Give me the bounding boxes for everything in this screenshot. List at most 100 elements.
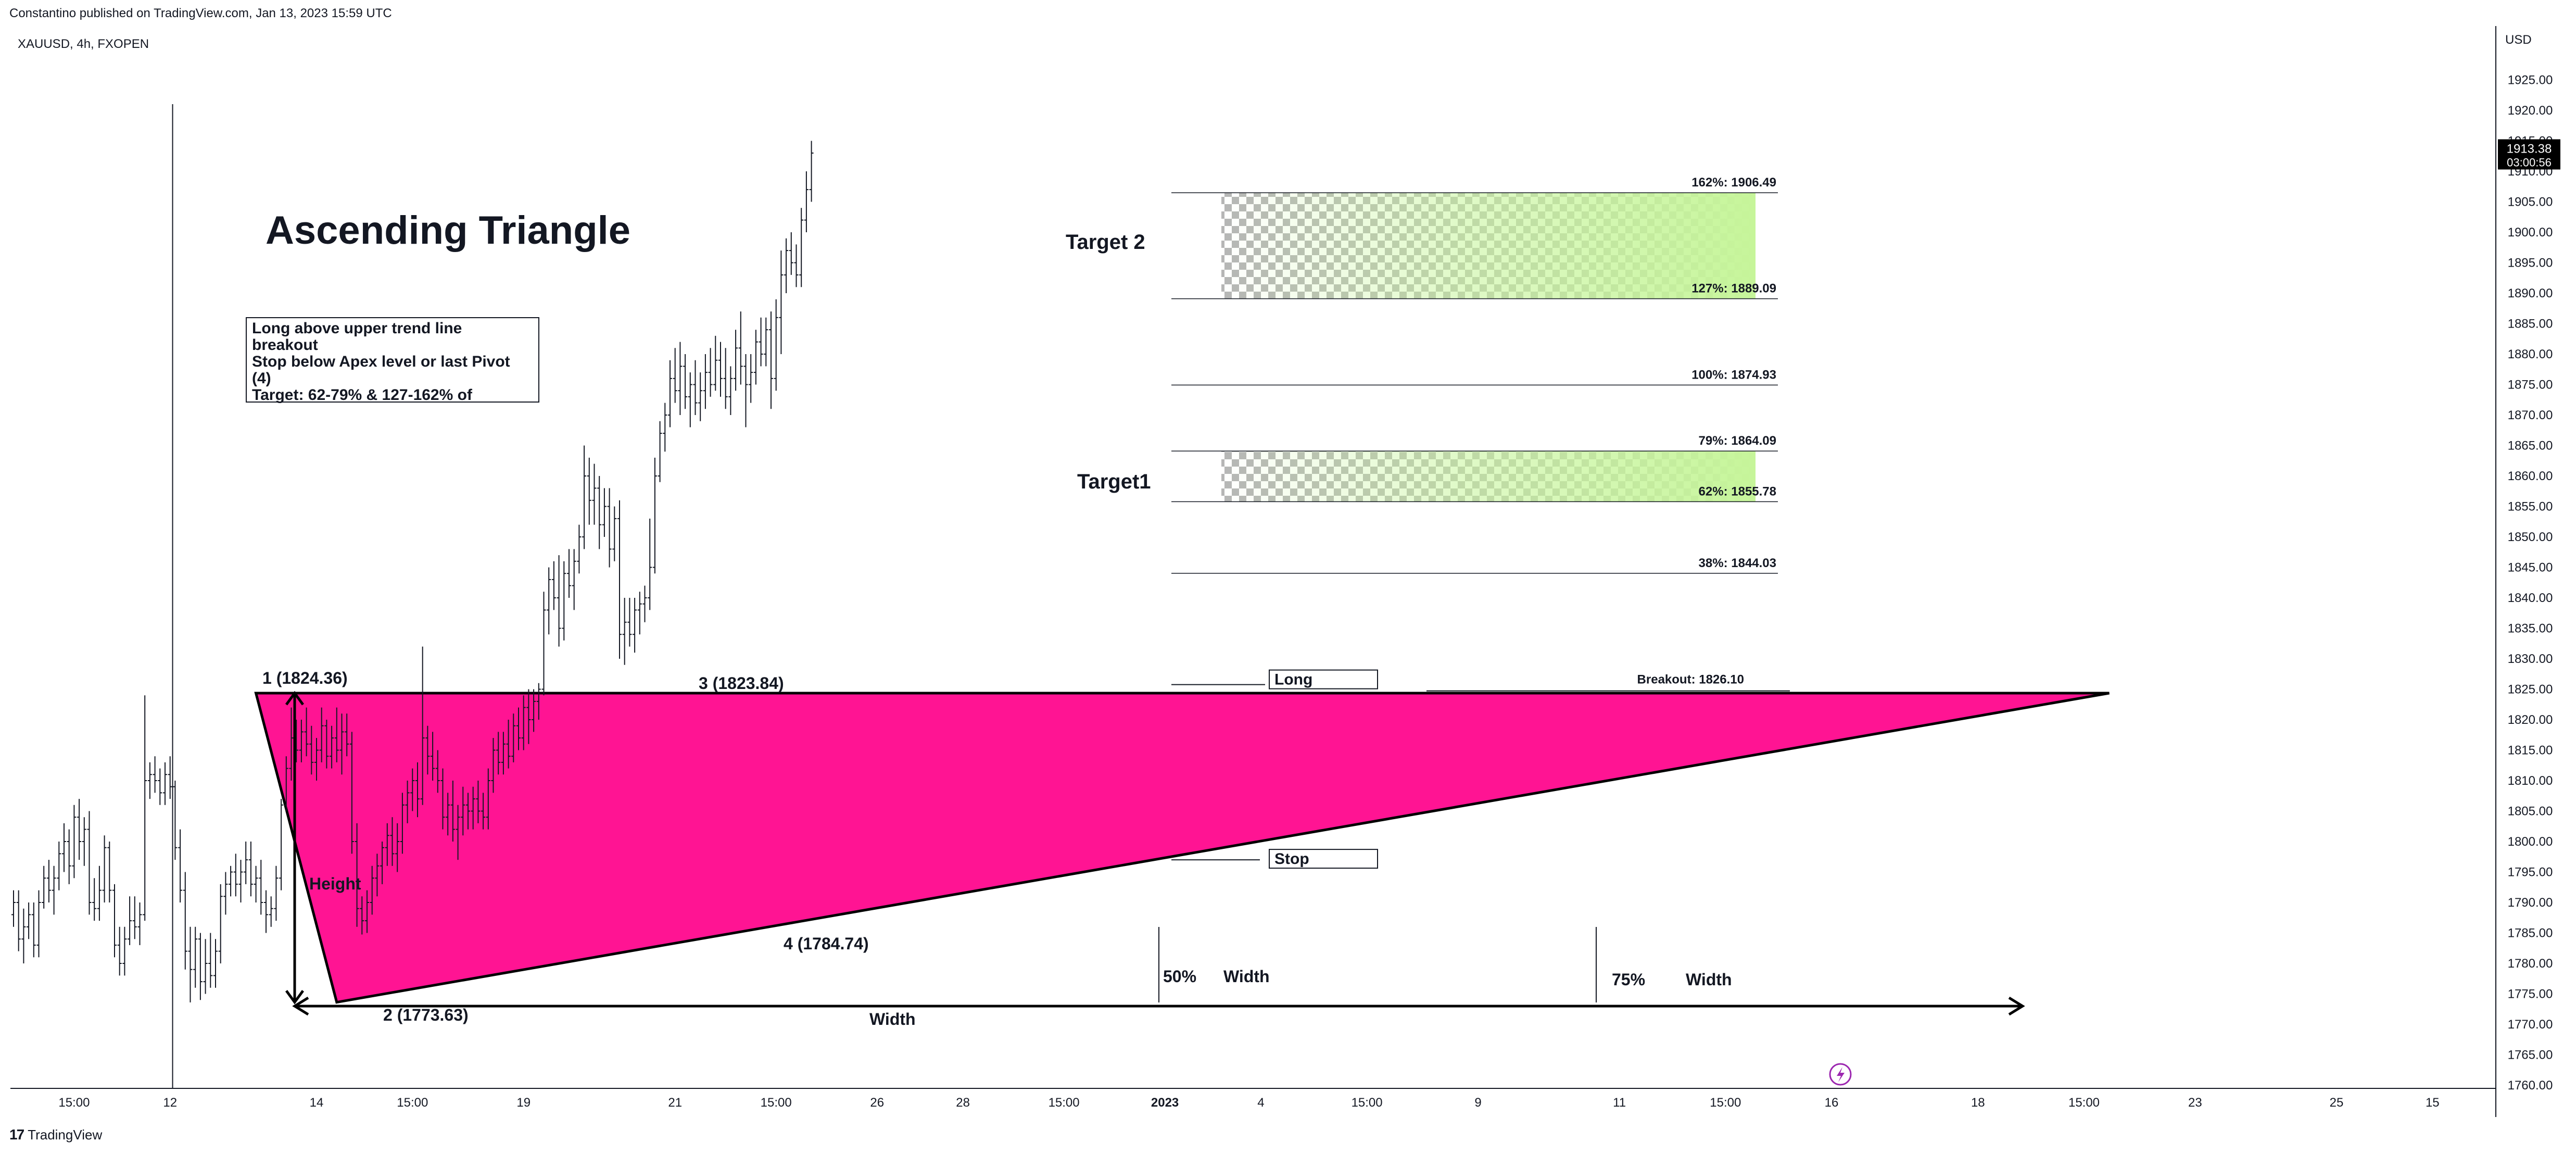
price-bar[interactable] bbox=[420, 646, 425, 805]
target1-zone[interactable] bbox=[1221, 451, 1756, 502]
price-bar[interactable] bbox=[274, 865, 279, 921]
price-bar[interactable] bbox=[794, 244, 799, 287]
price-bar[interactable] bbox=[506, 720, 511, 769]
price-bar[interactable] bbox=[532, 689, 536, 732]
price-bar[interactable] bbox=[36, 890, 41, 958]
price-bar[interactable] bbox=[446, 793, 450, 836]
price-bar[interactable] bbox=[749, 354, 753, 403]
current-price-tag[interactable] bbox=[2498, 139, 2560, 170]
stop-box[interactable] bbox=[1269, 849, 1378, 869]
price-bar[interactable] bbox=[440, 768, 445, 830]
price-bar[interactable] bbox=[309, 725, 314, 775]
price-bar[interactable] bbox=[602, 488, 607, 537]
price-bar[interactable] bbox=[349, 732, 354, 854]
price-bar[interactable] bbox=[183, 872, 187, 970]
price-bar[interactable] bbox=[663, 403, 667, 452]
price-bar[interactable] bbox=[577, 524, 582, 574]
price-bar[interactable] bbox=[77, 799, 82, 860]
price-bar[interactable] bbox=[390, 817, 395, 866]
price-bar[interactable] bbox=[27, 902, 31, 939]
price-bar[interactable] bbox=[400, 793, 405, 854]
price-bar[interactable] bbox=[213, 939, 218, 988]
price-bar[interactable] bbox=[617, 500, 622, 659]
price-bar[interactable] bbox=[178, 829, 183, 902]
price-bar[interactable] bbox=[168, 756, 172, 799]
price-axis[interactable]: 1760.00 1765.00 1770.00 1775.00 1780.00 1785.… bbox=[2498, 73, 2560, 1093]
price-bar[interactable] bbox=[693, 360, 698, 415]
price-bar[interactable] bbox=[435, 750, 440, 793]
price-bar[interactable] bbox=[723, 348, 728, 409]
price-bar[interactable] bbox=[52, 865, 56, 915]
price-bar[interactable] bbox=[57, 842, 61, 890]
price-bar[interactable] bbox=[269, 896, 273, 927]
price-bar[interactable] bbox=[147, 762, 152, 799]
price-bar[interactable] bbox=[31, 902, 36, 958]
price-bar[interactable] bbox=[652, 457, 657, 574]
price-bar[interactable] bbox=[87, 811, 92, 915]
tradingview-logo[interactable]: 17 TradingView bbox=[9, 1126, 102, 1143]
price-bar[interactable] bbox=[334, 707, 339, 762]
price-bar[interactable] bbox=[688, 372, 692, 428]
price-bar[interactable] bbox=[208, 933, 213, 988]
price-bar[interactable] bbox=[809, 141, 814, 202]
price-bar[interactable] bbox=[67, 829, 71, 884]
price-bar[interactable] bbox=[804, 171, 809, 232]
price-bar[interactable] bbox=[117, 926, 122, 976]
price-bar[interactable] bbox=[450, 781, 455, 842]
price-bar[interactable] bbox=[410, 768, 415, 811]
price-bar[interactable] bbox=[547, 567, 551, 635]
price-bar[interactable] bbox=[198, 933, 203, 1000]
price-bar[interactable] bbox=[92, 878, 97, 921]
price-bar[interactable] bbox=[743, 354, 748, 428]
price-bar[interactable] bbox=[330, 725, 334, 769]
price-bar[interactable] bbox=[122, 926, 127, 976]
target2-zone[interactable] bbox=[1221, 193, 1756, 299]
price-bar[interactable] bbox=[784, 238, 789, 293]
price-bar[interactable] bbox=[163, 762, 167, 805]
price-bar[interactable] bbox=[633, 598, 637, 653]
price-bar[interactable] bbox=[370, 865, 374, 915]
price-bar[interactable] bbox=[395, 823, 400, 872]
price-bar[interactable] bbox=[304, 707, 309, 757]
price-bar[interactable] bbox=[229, 865, 233, 897]
price-bar[interactable] bbox=[486, 768, 490, 830]
price-bar[interactable] bbox=[779, 250, 784, 354]
price-bar[interactable] bbox=[233, 854, 238, 897]
price-bar[interactable] bbox=[536, 683, 541, 720]
price-bar[interactable] bbox=[102, 835, 107, 902]
price-bar[interactable] bbox=[703, 354, 708, 409]
price-bar[interactable] bbox=[572, 549, 576, 610]
price-bar[interactable] bbox=[82, 817, 86, 866]
price-bar[interactable] bbox=[678, 342, 683, 415]
price-bar[interactable] bbox=[597, 476, 602, 549]
price-bar[interactable] bbox=[173, 781, 178, 860]
price-bar[interactable] bbox=[112, 884, 117, 958]
price-bar[interactable] bbox=[289, 707, 294, 781]
price-bar[interactable] bbox=[339, 713, 344, 775]
price-bar[interactable] bbox=[21, 908, 26, 963]
ascending-triangle-shape[interactable] bbox=[254, 692, 2110, 1004]
price-bar[interactable] bbox=[612, 506, 617, 561]
price-bar[interactable] bbox=[668, 360, 672, 428]
price-bar[interactable] bbox=[541, 592, 546, 696]
price-bar[interactable] bbox=[132, 896, 137, 939]
price-bar[interactable] bbox=[769, 311, 773, 409]
time-axis[interactable]: 15:00 12 14 15:00 19 21 15:00 26 28 15:00 2023 4 15:… bbox=[58, 1096, 2439, 1110]
price-bar[interactable] bbox=[248, 842, 253, 897]
price-bar[interactable] bbox=[582, 445, 587, 549]
price-bar[interactable] bbox=[137, 902, 142, 945]
price-bar[interactable] bbox=[642, 585, 647, 622]
price-bar[interactable] bbox=[774, 299, 778, 391]
price-bar[interactable] bbox=[799, 208, 804, 287]
price-bar[interactable] bbox=[158, 768, 162, 805]
price-bar[interactable] bbox=[128, 896, 132, 945]
price-bar[interactable] bbox=[698, 372, 703, 421]
price-bar[interactable] bbox=[279, 799, 284, 890]
price-bar[interactable] bbox=[375, 854, 380, 897]
price-bar[interactable] bbox=[476, 781, 481, 823]
price-bar[interactable] bbox=[143, 695, 147, 921]
price-bar[interactable] bbox=[683, 354, 688, 409]
price-bar[interactable] bbox=[355, 823, 359, 927]
price-bar[interactable] bbox=[637, 592, 642, 635]
price-bar[interactable] bbox=[592, 463, 597, 525]
